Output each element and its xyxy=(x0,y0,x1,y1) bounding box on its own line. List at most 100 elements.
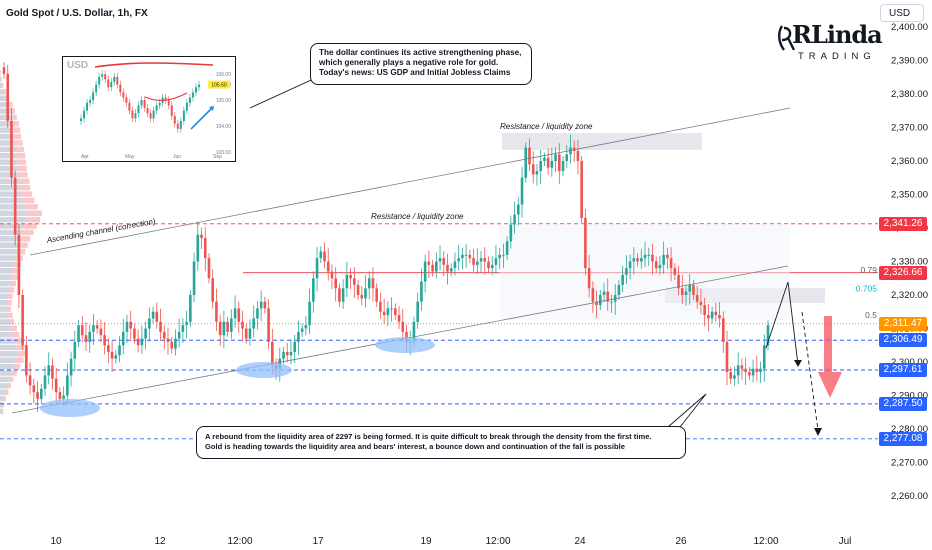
volume-profile-bar xyxy=(0,210,28,216)
candle-body xyxy=(420,281,423,302)
volume-profile-bar xyxy=(0,172,19,178)
candle-body xyxy=(356,284,360,295)
candle-body xyxy=(353,278,356,285)
inset-y-tick: 105.00 xyxy=(216,98,232,104)
candle-body xyxy=(2,67,6,74)
volume-profile-bar xyxy=(0,306,8,312)
liquidity-highlight xyxy=(40,399,100,417)
candle-body xyxy=(196,234,200,262)
candle-body xyxy=(125,321,129,332)
candle-body xyxy=(476,261,479,265)
liquidity-highlight xyxy=(375,337,435,353)
candle-body xyxy=(576,150,580,161)
candle-body xyxy=(92,325,95,332)
candle-body xyxy=(121,331,125,346)
volume-profile-bar xyxy=(0,140,15,146)
inset-candle-body xyxy=(173,115,176,124)
y-axis[interactable]: 2,260.00 2,270.00 2,280.00 2,290.00 2,300.00… xyxy=(891,22,928,502)
candle-body xyxy=(36,392,39,399)
volume-profile-bar-sell xyxy=(18,172,28,178)
volume-profile-bar xyxy=(0,70,1,76)
candle-body xyxy=(766,325,770,346)
candle-body xyxy=(643,254,647,259)
candle-body xyxy=(129,321,133,329)
inset-candle-body xyxy=(188,97,191,103)
volume-profile-bar-sell xyxy=(16,153,26,159)
volume-profile-bar-sell xyxy=(13,261,21,268)
inset-x-tick: May xyxy=(125,154,135,160)
candle-body xyxy=(364,288,367,299)
volume-profile-bar-sell xyxy=(12,121,19,127)
price-tag: 2,341.26 xyxy=(879,216,927,231)
candle-body xyxy=(509,224,513,242)
volume-profile-bar-sell xyxy=(10,370,17,376)
inset-candle-body xyxy=(122,92,125,98)
candle-body xyxy=(17,234,21,295)
volume-profile-bar-sell xyxy=(11,274,18,280)
candle-body xyxy=(28,375,32,386)
volume-profile-bar xyxy=(0,204,25,210)
x-tick-label: 12:00 xyxy=(485,536,510,547)
volume-profile-bar xyxy=(0,229,22,236)
candle-body xyxy=(330,271,334,279)
candle-body xyxy=(710,311,714,319)
x-axis[interactable]: 10 12 12:00 17 19 12:00 24 26 12:00 Jul xyxy=(50,536,851,547)
inset-candle-body xyxy=(89,100,92,103)
volume-profile-bar-sell xyxy=(10,325,17,331)
candle-body xyxy=(6,73,10,121)
volume-profile-bar-sell xyxy=(22,197,35,204)
x-tick-label: 12 xyxy=(154,536,166,547)
candle-body xyxy=(587,268,591,289)
candle-body xyxy=(740,365,744,369)
candle-body xyxy=(718,315,721,319)
volume-profile-bar xyxy=(0,402,3,408)
candle-body xyxy=(25,345,28,376)
candle-body xyxy=(431,264,434,272)
candle-body xyxy=(13,177,17,235)
volume-profile-bar-sell xyxy=(2,408,4,415)
volume-profile-bar xyxy=(0,357,16,363)
x-tick-label: 17 xyxy=(312,536,324,547)
inset-candle-body xyxy=(198,84,200,88)
volume-profile-bar xyxy=(0,325,11,331)
dollar-callout-line3: Today's news: US GDP and Initial Jobless… xyxy=(319,68,511,77)
symbol-title[interactable]: Gold Spot / U.S. Dollar, 1h, FX xyxy=(6,8,148,19)
candle-body xyxy=(84,335,88,342)
logo-main-text: RLinda xyxy=(792,20,883,49)
candle-body xyxy=(371,278,375,289)
candle-body xyxy=(62,395,65,399)
candle-body xyxy=(524,147,528,178)
candle-body xyxy=(189,295,192,322)
inset-candle-body xyxy=(107,79,110,88)
y-tick-label: 2,320.00 xyxy=(891,290,928,301)
candle-body xyxy=(498,254,501,259)
volume-profile-bar-sell xyxy=(27,210,42,216)
candle-body xyxy=(673,268,677,275)
volume-profile-bar xyxy=(0,255,16,261)
volume-profile-bar-sell xyxy=(10,114,17,121)
candle-body xyxy=(751,368,755,376)
volume-profile-bar xyxy=(0,363,14,370)
candle-body xyxy=(326,261,330,272)
candle-body xyxy=(207,258,211,279)
candle-body xyxy=(341,288,345,302)
inset-value-tag xyxy=(208,80,230,89)
volume-profile-bar xyxy=(0,242,19,248)
candle-body xyxy=(565,154,569,161)
candle-body xyxy=(759,368,762,373)
candle-body xyxy=(557,154,561,172)
volume-profile-bar-sell xyxy=(20,191,32,197)
currency-button[interactable]: USD xyxy=(880,4,924,22)
candle-body xyxy=(271,341,274,366)
candle-body xyxy=(748,372,751,376)
inset-red-curve xyxy=(144,92,188,102)
candle-body xyxy=(721,318,725,342)
price-level-lines: 0.79 0.705 0.5 xyxy=(0,223,878,440)
candle-body xyxy=(304,325,308,329)
volume-profile-bar-sell xyxy=(21,229,34,236)
candle-body xyxy=(319,251,323,259)
candle-body xyxy=(725,341,729,373)
inset-candle-body xyxy=(110,82,113,88)
inset-candle-body xyxy=(167,100,170,106)
